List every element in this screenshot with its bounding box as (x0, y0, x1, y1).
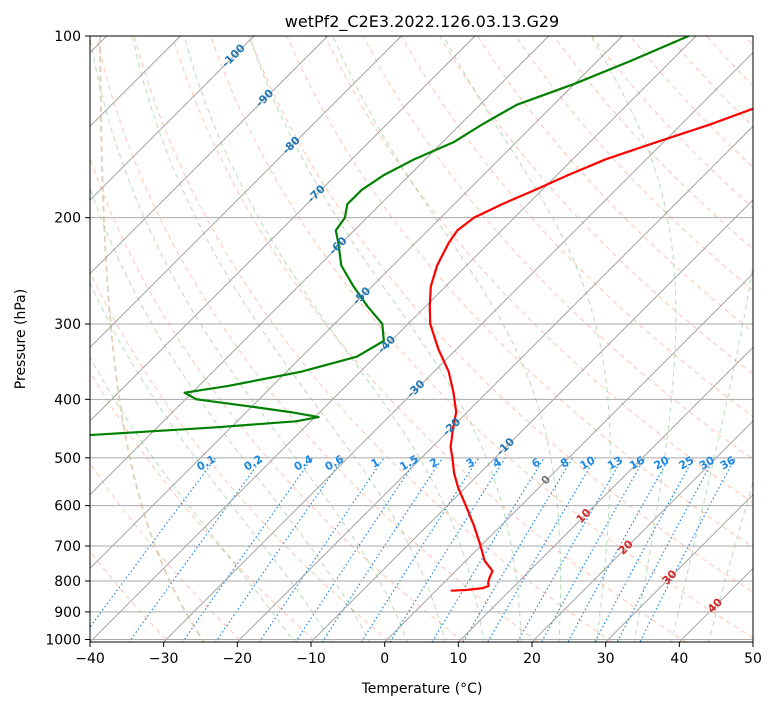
y-tick-label: 900 (54, 605, 81, 621)
moist-adiabat-line (90, 187, 371, 642)
isotherm-line (90, 36, 549, 496)
y-tick-label: 600 (54, 499, 81, 515)
moist-adiabat-line (708, 480, 753, 642)
moist-adiabat-line (670, 262, 753, 642)
dcape-curve (99, 36, 206, 642)
moist-adiabat-line (590, 36, 677, 642)
dry-adiabat-line (210, 36, 753, 639)
mixing-ratio-line (540, 457, 646, 642)
chart-title: wetPf2_C2E3.2022.126.03.13.G29 (285, 12, 559, 32)
mixing-ratio-line (360, 457, 480, 642)
y-tick-label: 300 (54, 317, 81, 333)
mixing-ratio-line (616, 457, 715, 642)
mixing-ratio-line (294, 457, 419, 642)
isotherm-line (384, 273, 753, 642)
plot-frame (89, 35, 754, 643)
mixing-ratio-lines (90, 457, 736, 642)
dry-adiabat-line (90, 370, 318, 642)
mixing-ratio-line (321, 457, 444, 642)
y-axis-label: Pressure (hPa) (13, 289, 29, 389)
x-tick-label: 30 (597, 651, 615, 667)
y-tick-label: 400 (54, 392, 81, 408)
y-tick-label: 800 (54, 574, 81, 590)
isotherm-line (531, 420, 753, 642)
isotherm-line (90, 36, 697, 642)
x-axis-label: Temperature (°C) (361, 681, 483, 697)
x-tick-label: 0 (380, 651, 389, 667)
dry-adiabats (90, 36, 753, 642)
x-tick-label: −40 (75, 651, 105, 667)
isotherm-line (90, 36, 476, 422)
moist-adiabat-line (90, 281, 333, 642)
x-tick-label: −20 (223, 651, 253, 667)
x-axis-ticks: −40 −30 −20 −10 0 10 20 30 40 50 (75, 642, 762, 667)
x-tick-label: 50 (744, 651, 762, 667)
x-tick-label: −30 (149, 651, 179, 667)
mixing-ratio-labels: 0.1 0.2 0.4 0.6 1 1.5 2 3 4 6 8 10 13 16 20 25 30 36 (195, 452, 738, 473)
dewpoint-line (90, 36, 690, 437)
moist-adiabat-line (443, 36, 611, 642)
mixing-ratio-line (214, 457, 344, 642)
dry-adiabat-line (286, 36, 753, 548)
mixing-ratio-line (431, 457, 545, 642)
dry-adiabat-line (95, 36, 539, 642)
y-axis-ticks: 100 200 300 400 500 600 700 800 900 1000 (45, 29, 90, 649)
x-tick-label: 10 (449, 651, 467, 667)
isotherm-line (90, 36, 623, 569)
moist-adiabat-line (131, 36, 446, 642)
isotherm-line (310, 199, 753, 642)
mixing-ratio-line (181, 457, 313, 642)
dcape-line (99, 36, 206, 642)
x-tick-label: 40 (670, 651, 688, 667)
dry-adiabat-line (133, 36, 613, 642)
moist-adiabat-line (90, 356, 295, 642)
dry-adiabat-line (438, 36, 753, 375)
x-tick-label: −10 (296, 651, 326, 667)
dry-adiabat-line (400, 36, 753, 418)
mixing-ratio-line (258, 457, 385, 642)
dry-adiabat-line (248, 36, 753, 593)
y-tick-label: 1000 (45, 633, 81, 649)
dry-adiabat-line (90, 156, 465, 642)
isotherm-line (90, 36, 255, 201)
dry-adiabat-line (515, 36, 753, 291)
mixing-ratio-line (462, 457, 574, 642)
dry-adiabat-line (172, 36, 687, 642)
moist-adiabat-line (90, 36, 408, 642)
isotherm-line (605, 494, 753, 642)
dry-adiabat-line (90, 550, 170, 642)
isotherm-line (236, 125, 753, 642)
temperature-line (428, 107, 753, 592)
plot-area: -100-90-80-70-60-50-40-30-20-10010203040… (90, 36, 753, 642)
y-tick-label: 200 (54, 211, 81, 227)
y-tick-label: 700 (54, 539, 81, 555)
isotherm-line (90, 36, 328, 275)
y-tick-label: 100 (54, 29, 81, 45)
sounding-series (90, 36, 753, 592)
mixing-ratio-line (516, 457, 624, 642)
isotherm-line (457, 346, 753, 642)
isotherm-line (90, 36, 402, 348)
x-tick-label: 20 (523, 651, 541, 667)
y-tick-label: 500 (54, 451, 81, 467)
